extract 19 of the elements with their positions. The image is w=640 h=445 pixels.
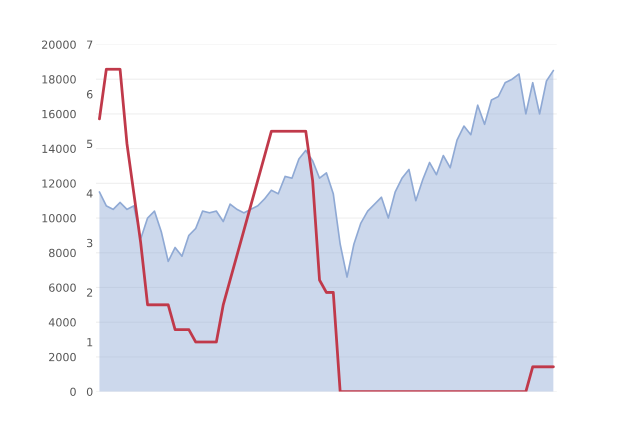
y-tick-label: 8000 bbox=[49, 248, 76, 258]
y-tick-label: 4000 bbox=[48, 318, 76, 327]
y-tick-label: 2000 bbox=[49, 352, 76, 362]
y-tick-label: 18000 bbox=[42, 75, 76, 84]
y2-tick-label: 2 bbox=[86, 288, 92, 297]
y2-tick-label: 5 bbox=[87, 140, 92, 148]
y-tick-label: 14000 bbox=[42, 144, 76, 154]
y-tick-label: 10000 bbox=[42, 214, 76, 222]
y-tick-label: 0 bbox=[70, 388, 76, 396]
y-tick-label: 12000 bbox=[42, 179, 76, 188]
y2-tick-label: 6 bbox=[86, 90, 93, 98]
y2-tick-label: 1 bbox=[87, 338, 92, 346]
y-tick-label: 6000 bbox=[49, 283, 76, 292]
y2-tick-label: 4 bbox=[86, 189, 93, 198]
y-tick-label: 20000 bbox=[42, 40, 76, 49]
y2-tick-label: 3 bbox=[87, 238, 92, 248]
y-tick-label: 16000 bbox=[42, 110, 76, 118]
y2-tick-label: 7 bbox=[87, 40, 92, 49]
y2-tick-label: 0 bbox=[86, 388, 92, 396]
